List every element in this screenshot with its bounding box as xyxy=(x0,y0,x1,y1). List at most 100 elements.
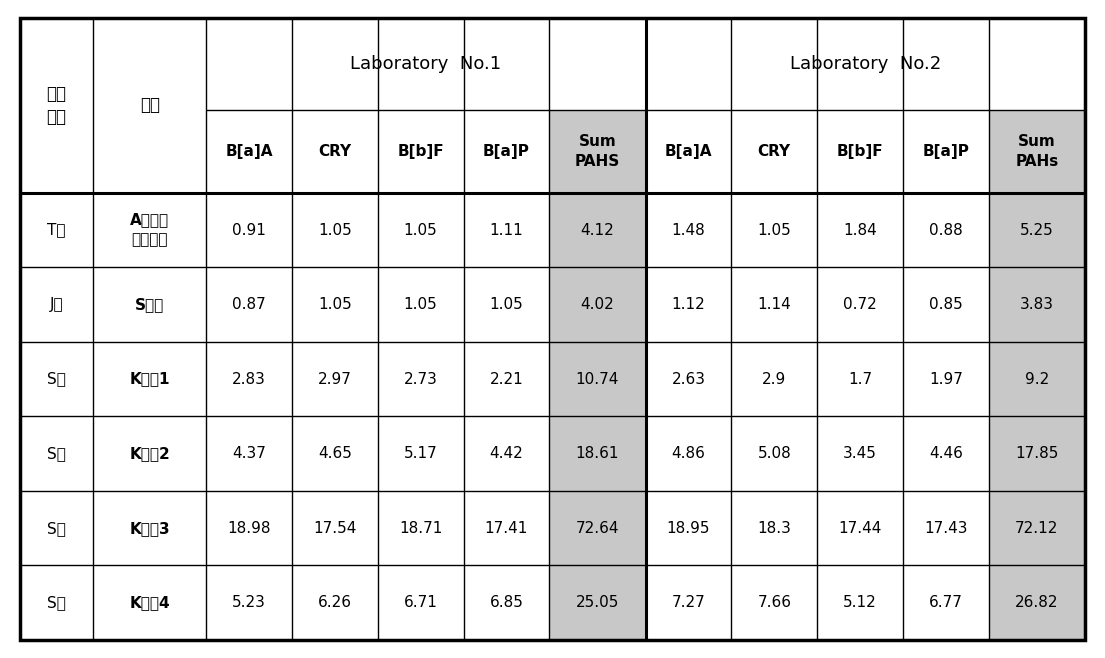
Bar xyxy=(93,491,207,565)
Bar xyxy=(818,342,903,417)
Text: 2.63: 2.63 xyxy=(672,372,705,387)
Bar xyxy=(464,417,549,491)
Bar xyxy=(93,267,207,342)
Text: 7.27: 7.27 xyxy=(672,595,705,610)
Bar xyxy=(20,417,93,491)
Text: 2.97: 2.97 xyxy=(318,372,351,387)
Bar xyxy=(645,110,732,193)
Text: CRY: CRY xyxy=(318,144,351,159)
Text: 2.9: 2.9 xyxy=(762,372,787,387)
Bar xyxy=(378,193,464,267)
Bar xyxy=(903,565,989,640)
Bar xyxy=(292,110,378,193)
Text: 5.08: 5.08 xyxy=(757,446,791,461)
Text: B[b]F: B[b]F xyxy=(836,144,883,159)
Bar xyxy=(903,193,989,267)
Text: S갈비: S갈비 xyxy=(135,297,165,312)
Bar xyxy=(989,342,1085,417)
Bar xyxy=(20,491,93,565)
Bar xyxy=(549,565,645,640)
Bar xyxy=(464,267,549,342)
Bar xyxy=(464,565,549,640)
Text: 25.05: 25.05 xyxy=(576,595,619,610)
Text: 72.12: 72.12 xyxy=(1015,520,1059,536)
Text: 6.71: 6.71 xyxy=(403,595,438,610)
Text: 17.41: 17.41 xyxy=(485,520,528,536)
Bar xyxy=(549,110,645,193)
Bar xyxy=(903,491,989,565)
Text: 10.74: 10.74 xyxy=(576,372,619,387)
Text: 4.86: 4.86 xyxy=(672,446,705,461)
Text: 1.05: 1.05 xyxy=(318,222,351,238)
Bar xyxy=(989,565,1085,640)
Bar xyxy=(989,193,1085,267)
Text: 5.23: 5.23 xyxy=(232,595,266,610)
Bar xyxy=(207,342,292,417)
Text: 1.05: 1.05 xyxy=(757,222,791,238)
Text: Sum
PAHs: Sum PAHs xyxy=(1015,134,1059,169)
Text: 4.46: 4.46 xyxy=(929,446,962,461)
Text: K구이3: K구이3 xyxy=(129,520,170,536)
Text: 4.37: 4.37 xyxy=(232,446,266,461)
Text: 18.3: 18.3 xyxy=(757,520,791,536)
Bar xyxy=(292,417,378,491)
Text: K구이1: K구이1 xyxy=(129,372,170,387)
Bar xyxy=(207,18,645,110)
Text: 0.87: 0.87 xyxy=(232,297,266,312)
Text: Sum
PAHS: Sum PAHS xyxy=(575,134,620,169)
Bar xyxy=(292,267,378,342)
Text: 1.05: 1.05 xyxy=(490,297,524,312)
Text: K구이2: K구이2 xyxy=(129,446,170,461)
Bar xyxy=(207,193,292,267)
Bar xyxy=(645,342,732,417)
Bar xyxy=(378,417,464,491)
Bar xyxy=(93,565,207,640)
Bar xyxy=(93,193,207,267)
Bar xyxy=(378,491,464,565)
Text: CRY: CRY xyxy=(758,144,791,159)
Text: 17.85: 17.85 xyxy=(1015,446,1059,461)
Text: 5.25: 5.25 xyxy=(1020,222,1054,238)
Text: 9.2: 9.2 xyxy=(1024,372,1049,387)
Text: 1.11: 1.11 xyxy=(490,222,524,238)
Text: 2.73: 2.73 xyxy=(403,372,438,387)
Bar xyxy=(645,565,732,640)
Text: 1.7: 1.7 xyxy=(848,372,872,387)
Text: 0.72: 0.72 xyxy=(843,297,877,312)
Text: 17.44: 17.44 xyxy=(839,520,882,536)
Text: 18.61: 18.61 xyxy=(576,446,619,461)
Text: 4.12: 4.12 xyxy=(580,222,614,238)
Text: A토마토
스파게티: A토마토 스파게티 xyxy=(130,213,169,247)
Bar xyxy=(818,417,903,491)
Text: 0.85: 0.85 xyxy=(929,297,962,312)
Bar xyxy=(645,18,1085,110)
Text: B[a]A: B[a]A xyxy=(665,144,713,159)
Bar xyxy=(20,267,93,342)
Bar xyxy=(292,342,378,417)
Bar xyxy=(378,267,464,342)
Bar xyxy=(645,267,732,342)
Bar xyxy=(818,491,903,565)
Bar xyxy=(818,110,903,193)
Text: 6.85: 6.85 xyxy=(490,595,524,610)
Bar xyxy=(549,267,645,342)
Bar xyxy=(292,491,378,565)
Text: 5.17: 5.17 xyxy=(403,446,438,461)
Bar xyxy=(207,110,292,193)
Text: 제품: 제품 xyxy=(139,96,160,114)
Text: S사: S사 xyxy=(48,372,66,387)
Text: B[a]P: B[a]P xyxy=(483,144,530,159)
Bar xyxy=(20,565,93,640)
Text: 4.65: 4.65 xyxy=(318,446,351,461)
Bar xyxy=(20,342,93,417)
Text: 6.77: 6.77 xyxy=(929,595,962,610)
Bar xyxy=(549,193,645,267)
Text: 26.82: 26.82 xyxy=(1015,595,1059,610)
Bar xyxy=(464,110,549,193)
Bar xyxy=(903,342,989,417)
Bar xyxy=(989,110,1085,193)
Text: 18.95: 18.95 xyxy=(666,520,711,536)
Text: Laboratory  No.1: Laboratory No.1 xyxy=(350,55,502,73)
Bar xyxy=(20,193,93,267)
Text: 6.26: 6.26 xyxy=(318,595,351,610)
